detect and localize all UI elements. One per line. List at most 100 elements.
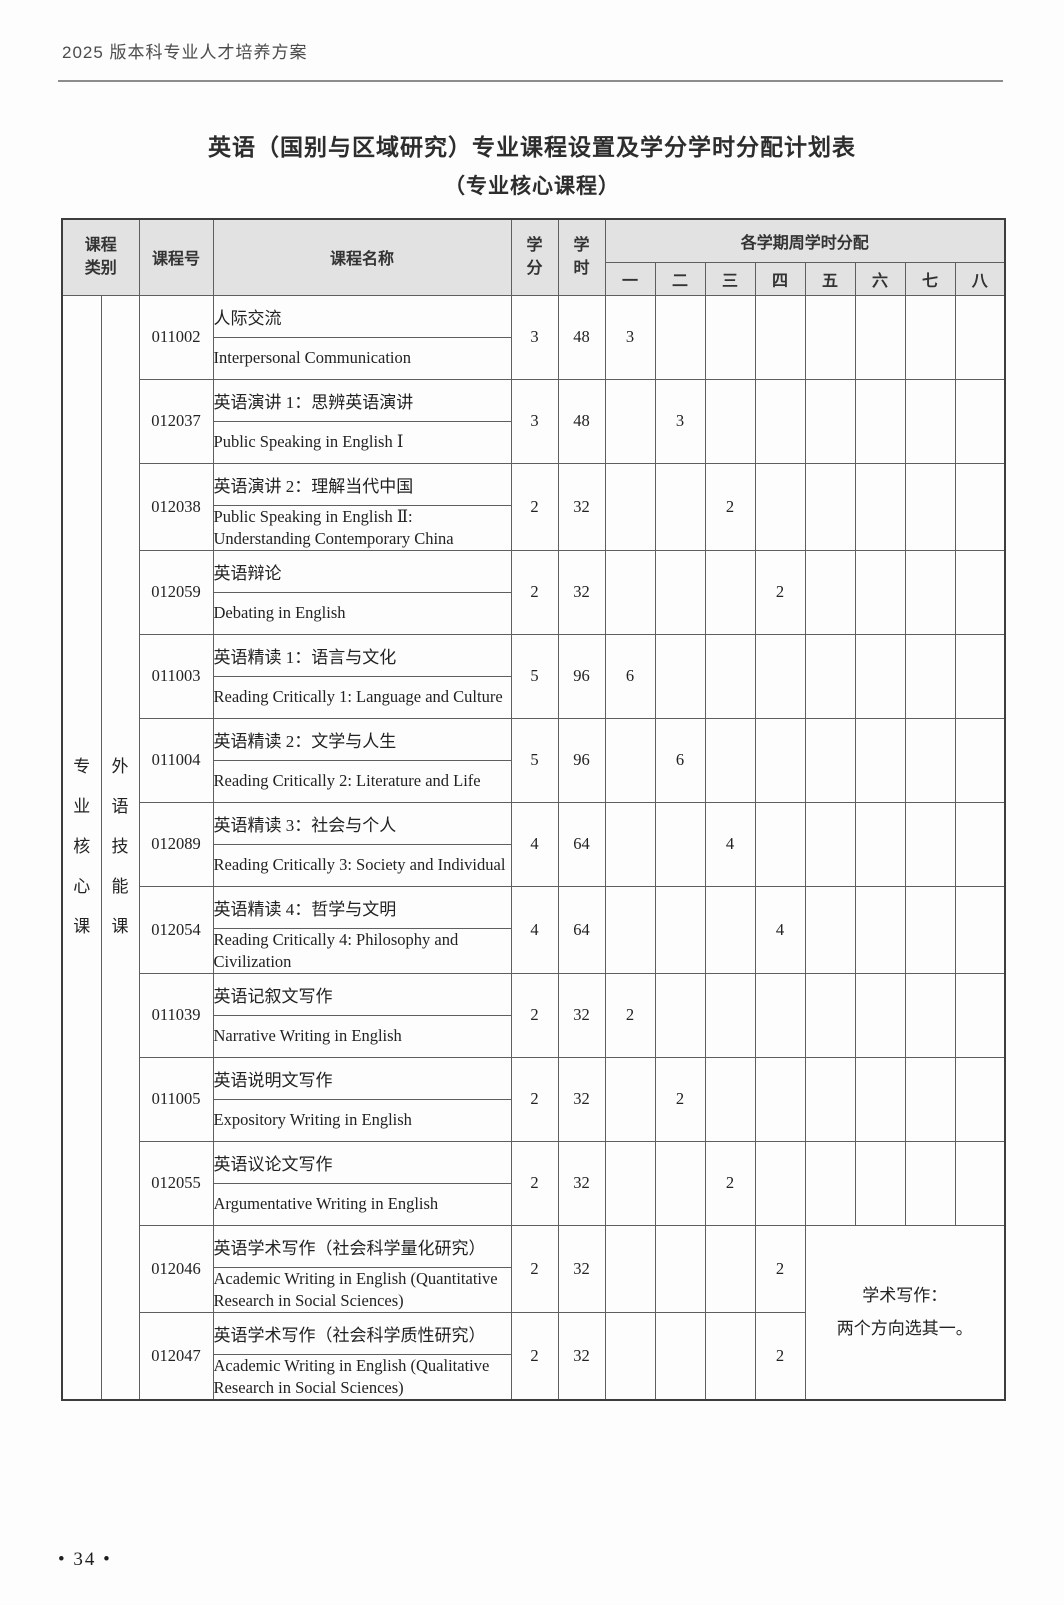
course-row: 012047 英语学术写作（社会科学质性研究） 2 32 2 — [62, 1311, 1005, 1400]
semester-5-cell — [804, 717, 856, 803]
semester-8-cell — [954, 462, 1006, 551]
semester-7-cell — [904, 1056, 956, 1142]
semester-6-cell — [854, 294, 906, 380]
semester-2-cell: 6 — [654, 717, 706, 803]
course-name-en: Reading Critically 1: Language and Cultu… — [212, 675, 512, 719]
course-row: 012089 英语精读 3：社会与个人 4 64 4 — [62, 801, 1006, 887]
semester-7-cell — [904, 972, 956, 1058]
header-semester-group: 各学期周学时分配 — [604, 218, 1006, 263]
course-row-english: Public Speaking in English Ⅰ — [62, 420, 1005, 464]
hours-cell: 32 — [557, 1224, 606, 1313]
course-row: 012059 英语辩论 2 32 2 — [62, 549, 1006, 635]
course-row: 012055 英语议论文写作 2 32 2 — [62, 1140, 1006, 1226]
header-semester-6: 六 — [854, 261, 906, 296]
semester-5-cell — [804, 1140, 856, 1226]
course-row-english: Reading Critically 4: Philosophy and Civ… — [62, 927, 1005, 974]
semester-2-cell — [654, 1140, 706, 1226]
course-name-en: Reading Critically 4: Philosophy and Civ… — [212, 927, 512, 974]
semester-4-cell — [754, 717, 806, 803]
course-code-cell: 011004 — [138, 717, 214, 803]
header-semester-7: 七 — [904, 261, 956, 296]
credits-cell: 2 — [510, 1311, 559, 1400]
course-name-cn: 英语记叙文写作 — [212, 972, 512, 1016]
semester-3-cell — [704, 633, 756, 719]
course-code-cell: 011003 — [138, 633, 214, 719]
semester-1-cell — [604, 885, 656, 974]
semester-4-cell: 4 — [754, 885, 806, 974]
course-row-english: Public Speaking in English Ⅱ: Understand… — [62, 504, 1005, 551]
semester-2-cell: 2 — [654, 1056, 706, 1142]
note-line-1: 学术写作： — [862, 1286, 948, 1305]
course-name-en: Interpersonal Communication — [212, 336, 512, 380]
semester-7-cell — [904, 717, 956, 803]
hours-cell: 96 — [557, 633, 606, 719]
hours-cell: 32 — [557, 1311, 606, 1400]
course-name-en: Academic Writing in English (Quantitativ… — [212, 1266, 512, 1313]
semester-header-row: 一二三四五六七八 — [62, 261, 1006, 296]
document-header-text: 2025 版本科专业人才培养方案 — [62, 43, 308, 62]
course-name-en: Academic Writing in English (Qualitative… — [212, 1353, 512, 1400]
course-name-cn: 英语议论文写作 — [212, 1140, 512, 1184]
semester-8-cell — [954, 378, 1006, 464]
header-credits: 学分 — [510, 218, 559, 296]
course-name-cn: 英语演讲 1：思辨英语演讲 — [212, 378, 512, 422]
semester-3-cell — [704, 717, 756, 803]
course-name-cn: 英语辩论 — [212, 549, 512, 593]
credits-cell: 5 — [510, 633, 559, 719]
course-name-cn: 英语精读 4：哲学与文明 — [212, 885, 512, 929]
course-name-en: Expository Writing in English — [212, 1098, 512, 1142]
page-subtitle: （专业核心课程） — [444, 175, 620, 198]
semester-2-cell — [654, 549, 706, 635]
semester-5-cell — [804, 972, 856, 1058]
credits-cell: 2 — [510, 1140, 559, 1226]
header-hours: 学时 — [557, 218, 606, 296]
semester-4-cell — [754, 972, 806, 1058]
course-code-cell: 012089 — [138, 801, 214, 887]
semester-7-cell — [904, 801, 956, 887]
semester-4-cell: 2 — [754, 1311, 806, 1400]
header-category: 课程类别 — [61, 218, 140, 296]
course-row-english: Reading Critically 3: Society and Indivi… — [62, 843, 1005, 887]
semester-4-cell: 2 — [754, 549, 806, 635]
semester-4-cell — [754, 1056, 806, 1142]
semester-2-cell — [654, 801, 706, 887]
semester-6-cell — [854, 717, 906, 803]
semester-6-cell — [854, 1140, 906, 1226]
hours-cell: 96 — [557, 717, 606, 803]
header-semester-1: 一 — [604, 261, 656, 296]
header-semester-3: 三 — [704, 261, 756, 296]
course-name-en: Reading Critically 3: Society and Indivi… — [212, 843, 512, 887]
course-name-en: Narrative Writing in English — [212, 1014, 512, 1058]
hours-cell: 32 — [557, 462, 606, 551]
course-name-en: Argumentative Writing in English — [212, 1182, 512, 1226]
category-label-2: 外语技能课 — [100, 294, 140, 1400]
semester-1-cell: 6 — [604, 633, 656, 719]
semester-7-cell — [904, 378, 956, 464]
course-row-english: Academic Writing in English (Qualitative… — [62, 1353, 1005, 1400]
semester-5-cell — [804, 294, 856, 380]
semester-8-cell — [954, 549, 1006, 635]
semester-3-cell — [704, 294, 756, 380]
course-row: 011004 英语精读 2：文学与人生 5 96 6 — [62, 717, 1006, 803]
semester-6-cell — [854, 378, 906, 464]
hours-cell: 32 — [557, 1140, 606, 1226]
semester-4-cell: 2 — [754, 1224, 806, 1313]
semester-7-cell — [904, 462, 956, 551]
semester-8-cell — [954, 885, 1006, 974]
header-semester-5: 五 — [804, 261, 856, 296]
course-row: 012054 英语精读 4：哲学与文明 4 64 4 — [62, 885, 1006, 974]
semester-3-cell — [704, 1056, 756, 1142]
semester-4-cell — [754, 462, 806, 551]
table-header: 课程类别 课程号 课程名称 学分 学时 各学期周学时分配 一二三四五六七八 — [61, 218, 1006, 296]
header-divider — [58, 80, 1003, 82]
hours-cell: 32 — [557, 1056, 606, 1142]
course-code-cell: 012055 — [138, 1140, 214, 1226]
semester-8-cell — [954, 801, 1006, 887]
semester-5-cell — [804, 549, 856, 635]
semester-2-cell — [654, 1311, 706, 1400]
course-row: 专业核心课外语技能课 011002 人际交流 3 48 3 — [61, 294, 1006, 1400]
course-name-en: Debating in English — [212, 591, 512, 635]
semester-7-cell — [904, 549, 956, 635]
course-name-cn: 英语演讲 2：理解当代中国 — [212, 462, 512, 506]
semester-3-cell — [704, 549, 756, 635]
